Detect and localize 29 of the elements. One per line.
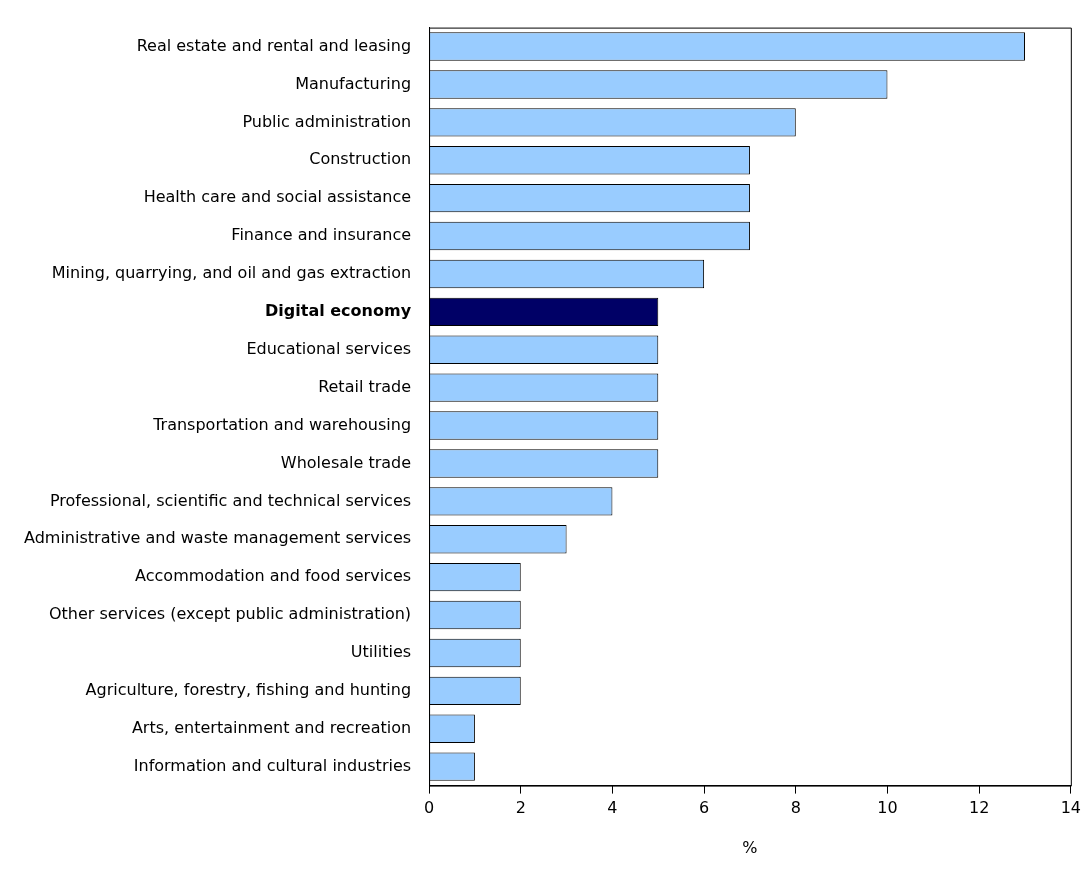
y-tick-label: Health care and social assistance (143, 187, 412, 207)
x-tick-label: 14 (1060, 798, 1081, 818)
y-tick-label: Public administration (242, 111, 412, 131)
y-tick-label: Agriculture, forestry, fishing and hunting (85, 680, 412, 700)
y-tick-label: Digital economy (265, 301, 412, 321)
y-tick-label: Accommodation and food services (135, 566, 412, 586)
y-tick-label: Real estate and rental and leasing (136, 35, 412, 55)
y-tick-label: Information and cultural industries (133, 755, 412, 775)
y-tick-label: Mining, quarrying, and oil and gas extraction (51, 263, 412, 283)
y-tick-label: Arts, entertainment and recreation (131, 717, 412, 737)
y-tick-label: Professional, scientific and technical services (49, 490, 412, 510)
y-tick-label: Wholesale trade (280, 452, 412, 472)
y-tick-label: Transportation and warehousing (152, 414, 412, 434)
y-tick-label: Educational services (246, 338, 412, 358)
x-tick-label: 6 (699, 798, 710, 818)
y-tick-label: Finance and insurance (231, 225, 412, 245)
x-tick-label: 10 (877, 798, 898, 818)
x-axis-title: % (742, 837, 758, 857)
x-tick-label: 4 (607, 798, 618, 818)
y-tick-label: Retail trade (318, 376, 412, 396)
x-tick-label: 12 (968, 798, 990, 818)
y-tick-label: Other services (except public administration) (48, 604, 412, 624)
y-tick-label: Construction (309, 149, 412, 169)
x-tick-label: 8 (790, 798, 801, 818)
x-tick-label: 2 (515, 798, 526, 818)
y-tick-label: Manufacturing (295, 73, 412, 93)
y-tick-label: Administrative and waste management services (24, 528, 412, 548)
y-tick-label: Utilities (350, 642, 412, 662)
x-tick-label: 0 (423, 798, 435, 818)
